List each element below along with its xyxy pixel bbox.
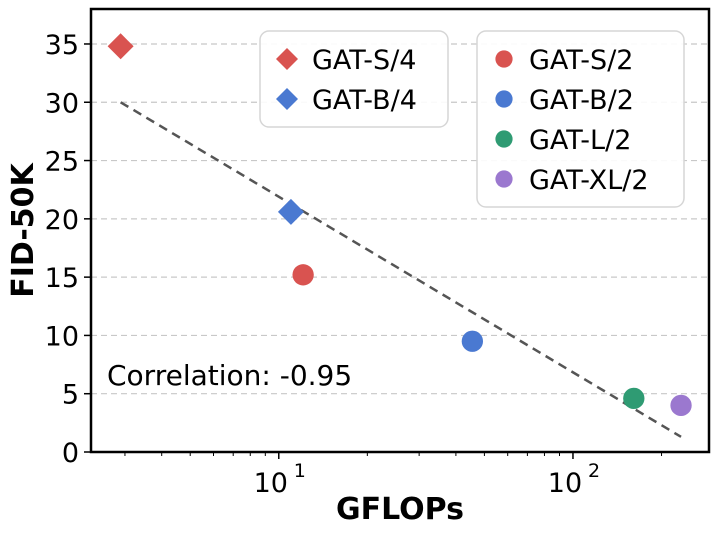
point-gat-s-2 <box>292 264 314 286</box>
legend-marker-gat-b-2 <box>495 90 513 108</box>
correlation-annotation: Correlation: -0.95 <box>107 359 352 392</box>
legend-marker-gat-s-4 <box>276 48 298 70</box>
legend-marker-gat-l-2 <box>495 130 513 148</box>
point-gat-s-4 <box>107 33 134 60</box>
plot-frame <box>89 7 711 454</box>
y-tick-label-35: 35 <box>45 30 79 61</box>
x-tick-label-100: 10 <box>548 468 582 499</box>
legend-label-gat-s-4: GAT-S/4 <box>312 45 416 76</box>
legend-left-box <box>259 30 449 128</box>
correlation-trendline <box>119 101 682 438</box>
y-axis-ticks: 0 5 10 15 20 25 30 35 <box>45 30 91 469</box>
x-tick-exponent-100: 2 <box>588 460 600 482</box>
y-tick-label-0: 0 <box>62 438 79 469</box>
y-tick-label-15: 15 <box>45 263 79 294</box>
y-tick-label-25: 25 <box>45 147 79 178</box>
legend-half-patch: GAT-S/2 GAT-B/2 GAT-L/2 GAT-XL/2 <box>476 30 685 208</box>
trendline-group <box>119 101 682 438</box>
x-axis-title: GFLOPs <box>336 492 464 527</box>
y-tick-label-30: 30 <box>45 88 79 119</box>
y-tick-label-10: 10 <box>45 321 79 352</box>
x-tick-exponent-10: 1 <box>294 460 306 482</box>
legend-quarter-patch: GAT-S/4 GAT-B/4 <box>259 30 449 128</box>
point-gat-l-2 <box>623 387 645 410</box>
legend-label-gat-l-2: GAT-L/2 <box>529 125 631 156</box>
point-gat-xl-2 <box>670 394 692 417</box>
legend-label-gat-b-2: GAT-B/2 <box>529 85 634 116</box>
y-tick-label-5: 5 <box>62 380 79 411</box>
point-gat-b-4 <box>277 198 304 225</box>
point-gat-b-2 <box>461 330 484 352</box>
x-tick-label-10: 10 <box>254 468 288 499</box>
x-axis-ticks: 10 1 10 2 <box>124 452 663 499</box>
legend-marker-gat-xl-2 <box>495 170 513 188</box>
y-tick-label-20: 20 <box>45 205 79 236</box>
y-axis-title: FID-50K <box>6 161 41 297</box>
data-points <box>107 33 692 417</box>
legend-label-gat-b-4: GAT-B/4 <box>312 85 417 116</box>
legend-marker-gat-s-2 <box>495 50 513 68</box>
legend-marker-gat-b-4 <box>276 88 298 110</box>
legend-right-box <box>476 30 685 208</box>
legend-label-gat-xl-2: GAT-XL/2 <box>529 165 649 196</box>
legend-label-gat-s-2: GAT-S/2 <box>529 45 633 76</box>
